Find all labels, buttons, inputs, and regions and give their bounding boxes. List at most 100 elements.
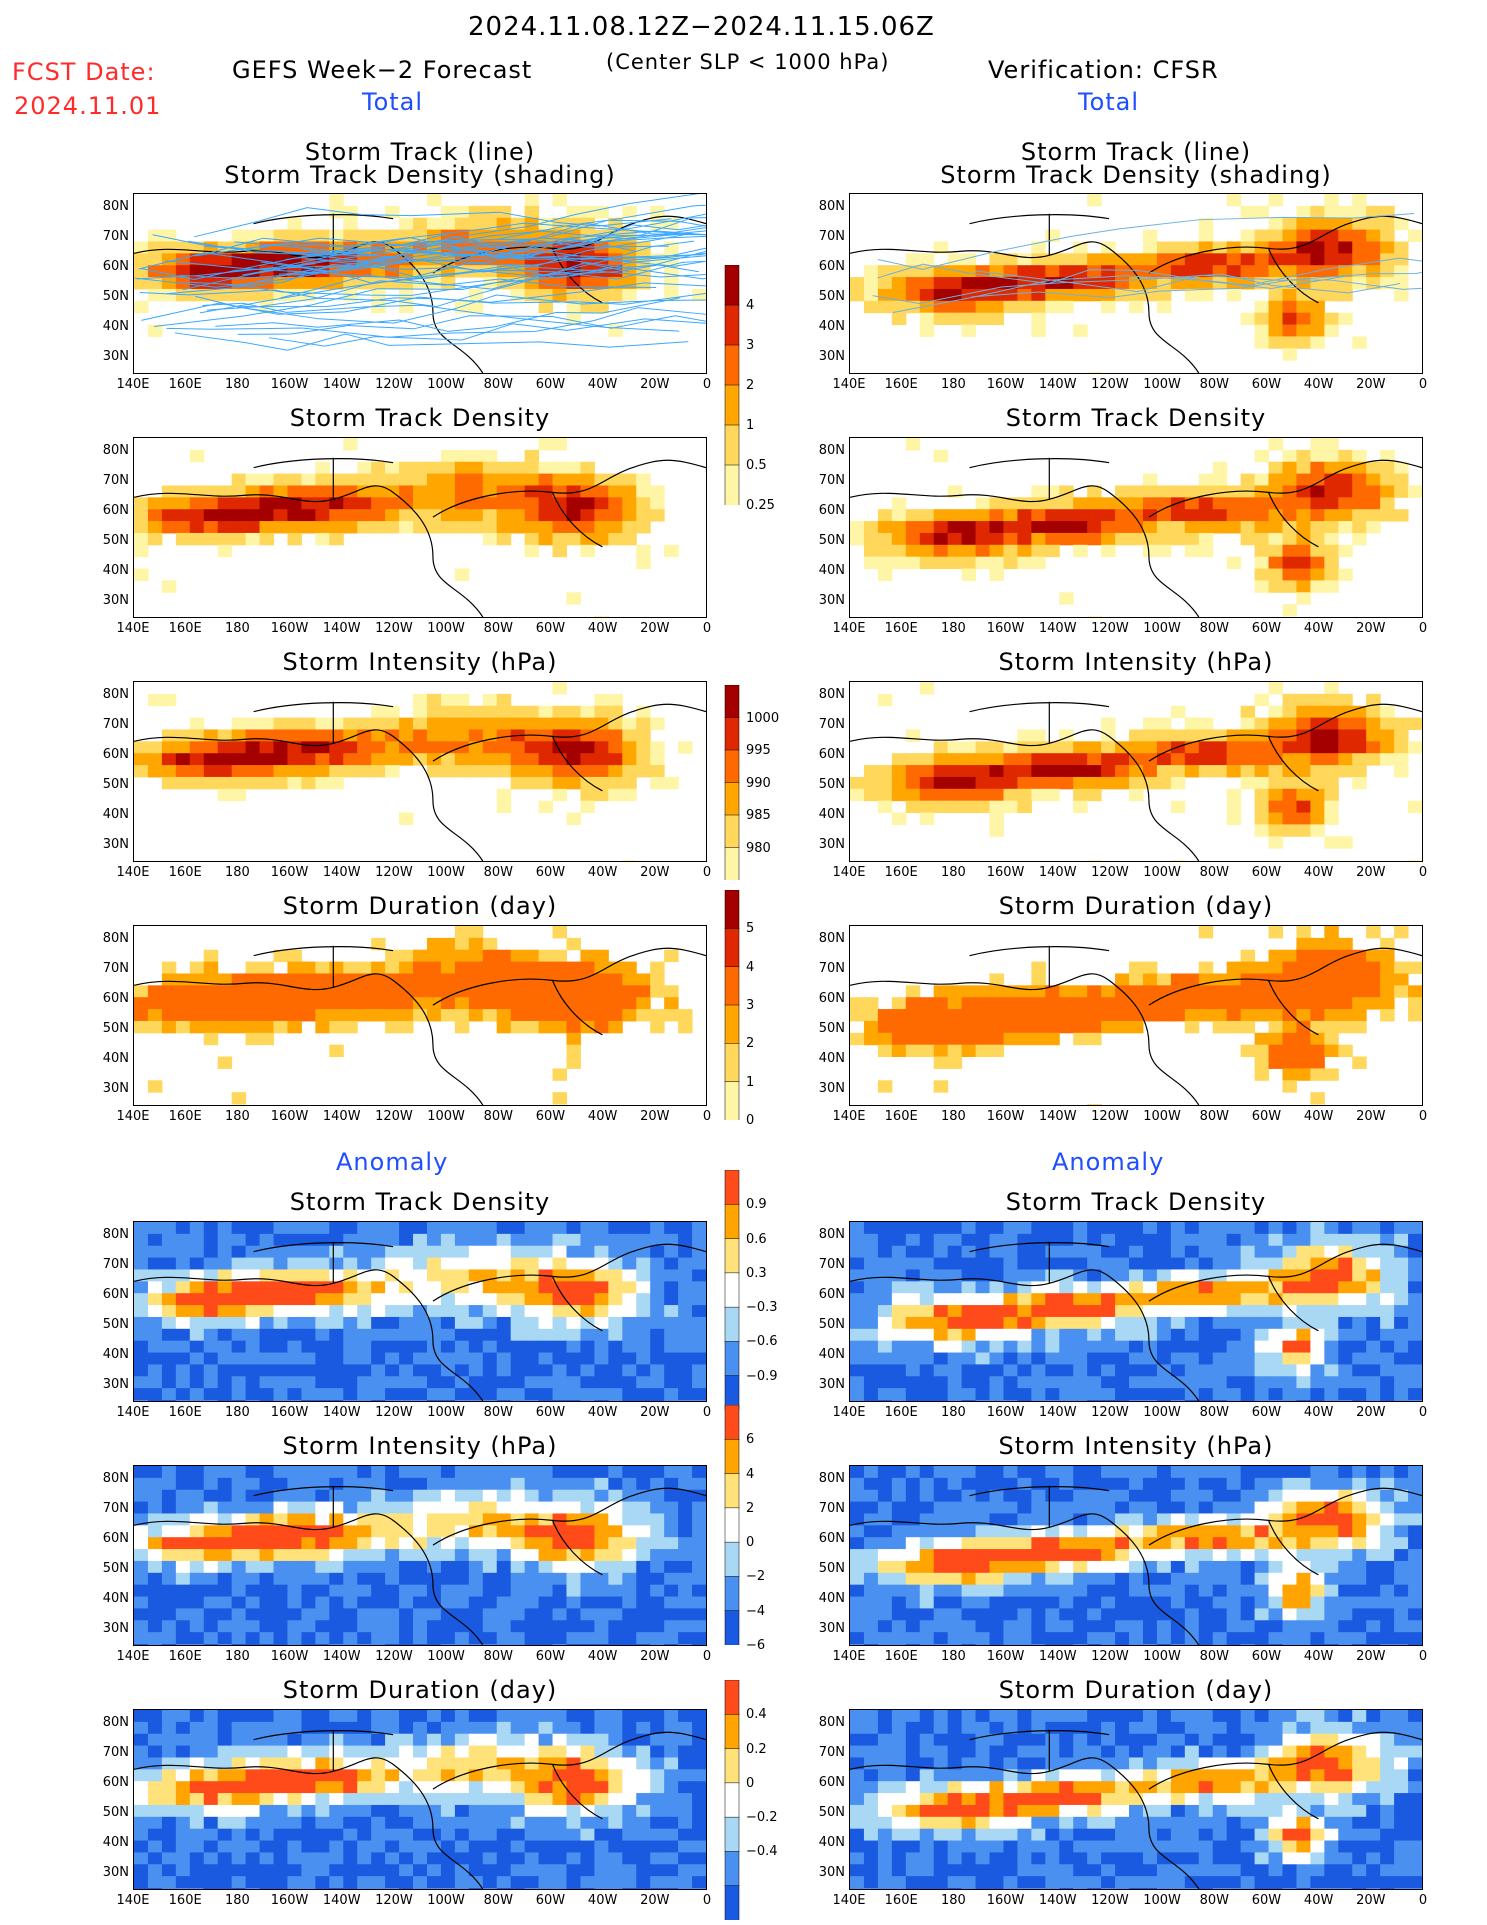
grid-cell xyxy=(594,741,609,754)
grid-cell xyxy=(622,1466,637,1479)
grid-cell xyxy=(877,544,893,558)
grid-cell xyxy=(919,1572,935,1586)
grid-cell xyxy=(1338,229,1353,242)
grid-cell xyxy=(413,1560,428,1574)
grid-cell xyxy=(1282,1584,1297,1598)
grid-cell xyxy=(343,229,358,242)
grid-cell xyxy=(357,1620,372,1633)
grid-cell xyxy=(329,753,344,766)
left-title: GEFS Week−2 Forecast xyxy=(232,56,533,84)
grid-cell xyxy=(413,1245,428,1259)
grid-cell xyxy=(608,532,623,546)
grid-cell xyxy=(1282,1245,1297,1259)
grid-cell xyxy=(1324,544,1339,558)
grid-cell xyxy=(1254,765,1270,778)
grid-cell xyxy=(1184,1584,1200,1598)
grid-cell xyxy=(566,1513,581,1526)
grid-cell xyxy=(245,961,261,974)
grid-cell xyxy=(1310,1560,1325,1574)
grid-cell xyxy=(175,265,191,278)
grid-cell xyxy=(580,1364,595,1377)
grid-cell xyxy=(891,788,907,802)
grid-cell xyxy=(636,1376,651,1389)
grid-cell xyxy=(1310,729,1325,742)
grid-cell xyxy=(524,1400,540,1401)
lat-tick-label: 80N xyxy=(102,687,129,702)
grid-cell xyxy=(961,1584,977,1598)
grid-cell xyxy=(580,1328,595,1342)
grid-cell xyxy=(273,1632,288,1645)
grid-cell xyxy=(1003,1608,1018,1621)
grid-cell xyxy=(538,438,554,451)
grid-cell xyxy=(552,194,567,207)
grid-cell xyxy=(863,1316,879,1330)
grid-cell xyxy=(482,509,498,522)
anomaly-right-label: Anomaly xyxy=(1052,1148,1165,1176)
grid-cell xyxy=(343,217,358,231)
grid-cell xyxy=(454,568,470,581)
grid-cell xyxy=(1282,1400,1297,1401)
grid-cell xyxy=(245,1489,261,1503)
grid-cell xyxy=(919,788,935,802)
grid-cell xyxy=(1310,997,1325,1010)
grid-cell xyxy=(343,521,358,534)
grid-cell xyxy=(1310,580,1325,593)
grid-cell xyxy=(1073,1560,1088,1574)
grid-cell xyxy=(1380,1376,1395,1389)
grid-cell xyxy=(343,205,358,219)
grid-cell xyxy=(989,1477,1004,1491)
grid-cell xyxy=(1017,1489,1032,1503)
grid-cell xyxy=(1087,485,1102,498)
grid-cell xyxy=(329,1376,344,1389)
grid-cell xyxy=(287,1632,302,1645)
grid-cell xyxy=(1268,1269,1283,1282)
grid-cell xyxy=(1170,1222,1186,1235)
grid-cell xyxy=(1198,532,1214,546)
grid-cell xyxy=(1366,1328,1381,1342)
grid-cell xyxy=(933,521,949,534)
grid-cell xyxy=(1408,1560,1422,1574)
grid-cell xyxy=(1017,985,1032,998)
grid-cell xyxy=(664,1222,679,1235)
grid-cell xyxy=(1338,1400,1353,1401)
grid-cell xyxy=(1226,985,1242,998)
grid-cell xyxy=(1198,277,1214,290)
grid-cell xyxy=(1212,1020,1228,1034)
grid-cell xyxy=(231,1388,247,1401)
grid-cell xyxy=(1129,1222,1144,1235)
grid-cell xyxy=(203,1340,219,1354)
grid-cell xyxy=(1282,1269,1297,1282)
grid-cell xyxy=(636,1596,651,1609)
lon-tick-label: 140W xyxy=(1038,621,1077,636)
grid-cell xyxy=(1003,532,1018,546)
grid-cell xyxy=(1408,1466,1422,1479)
grid-cell xyxy=(189,753,205,766)
grid-cell xyxy=(1184,1364,1200,1377)
grid-cell xyxy=(301,1222,316,1235)
grid-cell xyxy=(468,717,484,730)
grid-cell xyxy=(1087,1269,1102,1282)
grid-cell xyxy=(622,1257,637,1270)
grid-cell xyxy=(454,729,470,742)
lat-tick-label: 50N xyxy=(102,1317,129,1332)
grid-cell xyxy=(1170,1537,1186,1550)
map-panel-f-intensity xyxy=(133,681,707,862)
grid-cell xyxy=(1073,1513,1088,1526)
grid-cell xyxy=(1045,1477,1060,1491)
grid-cell xyxy=(877,1293,893,1306)
grid-cell xyxy=(134,521,149,534)
grid-cell xyxy=(385,1644,400,1645)
grid-cell xyxy=(594,616,609,617)
grid-cell xyxy=(1296,485,1311,498)
grid-cell xyxy=(1045,1644,1060,1645)
grid-cell xyxy=(357,1388,372,1401)
grid-cell xyxy=(134,1620,149,1633)
grid-cell xyxy=(1254,544,1270,558)
grid-cell xyxy=(1254,1257,1270,1270)
grid-cell xyxy=(538,1257,554,1270)
grid-cell xyxy=(975,1596,991,1609)
grid-cell xyxy=(1310,1537,1325,1550)
grid-cell xyxy=(1031,1257,1046,1270)
grid-cell xyxy=(933,544,949,558)
grid-cell xyxy=(287,229,302,242)
